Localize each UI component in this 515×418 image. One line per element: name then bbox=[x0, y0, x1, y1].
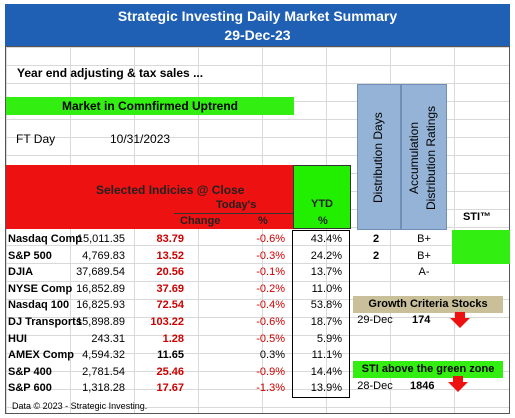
index-name: NYSE Comp bbox=[8, 282, 73, 295]
change-header: Change bbox=[180, 215, 221, 227]
index-ytd: 11.0% bbox=[311, 282, 342, 295]
index-close: 4,769.83 bbox=[82, 249, 125, 262]
index-pct: -0.6% bbox=[256, 316, 285, 328]
table-row: S&P 600 1,318.28 17.67 -1.3% 13.9% bbox=[6, 380, 350, 396]
ytd-header-green bbox=[293, 165, 351, 229]
index-pct: 0.3% bbox=[259, 349, 285, 362]
index-close: 16,852.89 bbox=[76, 282, 125, 295]
accumulation-rating: B+ bbox=[417, 249, 431, 262]
index-ytd: 53.8% bbox=[310, 299, 342, 312]
index-pct: -0.2% bbox=[256, 282, 285, 295]
ytd-pct-header: % bbox=[318, 215, 328, 227]
indices-header-red bbox=[6, 165, 293, 229]
index-pct: -0.6% bbox=[256, 233, 285, 245]
index-name: Nasdaq Comp bbox=[8, 233, 82, 245]
index-change: 20.56 bbox=[156, 266, 184, 279]
index-close: 2,781.54 bbox=[82, 365, 125, 378]
ytd-column-border bbox=[292, 230, 350, 398]
footer-copyright: Data © 2023 - Strategic Investing. bbox=[12, 401, 148, 411]
pct-header: % bbox=[258, 215, 268, 227]
index-name: HUI bbox=[8, 332, 27, 345]
page-date: 29-Dec-23 bbox=[224, 27, 291, 43]
index-name: DJ Transports bbox=[8, 316, 82, 328]
ytd-header: YTD bbox=[311, 198, 333, 210]
index-ytd: 43.4% bbox=[310, 233, 342, 245]
growth-date: 29-Dec bbox=[357, 314, 393, 326]
index-change: 11.65 bbox=[157, 349, 184, 362]
index-close: 15,898.89 bbox=[76, 316, 125, 328]
table-row: Nasdaq 100 16,825.93 72.54 -0.4% 53.8% bbox=[6, 297, 350, 313]
index-change: 72.54 bbox=[156, 299, 184, 312]
index-name: AMEX Comp bbox=[8, 349, 74, 362]
index-ytd: 13.9% bbox=[310, 382, 342, 395]
title-banner: Strategic Investing Daily Market Summary… bbox=[5, 4, 510, 46]
table-row: AMEX Comp 4,594.32 11.65 0.3% 11.1% bbox=[6, 347, 350, 363]
growth-criteria-title: Growth Criteria Stocks bbox=[353, 296, 503, 313]
ft-day-value: 10/31/2023 bbox=[110, 132, 171, 146]
index-close: 16,825.93 bbox=[76, 299, 125, 312]
table-row: DJIA 37,689.54 20.56 -0.1% 13.7% bbox=[6, 264, 350, 280]
index-pct: -0.9% bbox=[256, 365, 285, 378]
accumulation-rating: A- bbox=[418, 266, 430, 279]
table-row: DJ Transports 15,898.89 103.22 -0.6% 18.7% bbox=[6, 314, 350, 330]
sti-zone-title: STI above the green zone bbox=[353, 361, 503, 378]
distribution-days-label: Distribution Days bbox=[371, 112, 385, 204]
index-ytd: 13.7% bbox=[310, 266, 342, 279]
accumulation-header: Accumulation Distribution Ratings bbox=[401, 84, 447, 230]
table-row: S&P 400 2,781.54 25.46 -0.9% 14.4% bbox=[6, 364, 350, 380]
index-change: 25.46 bbox=[156, 365, 184, 378]
distribution-count: 2 bbox=[372, 233, 380, 245]
index-ytd: 11.1% bbox=[311, 349, 342, 362]
index-pct: -0.1% bbox=[256, 266, 285, 279]
index-change: 103.22 bbox=[150, 316, 184, 328]
index-change: 1.28 bbox=[162, 332, 184, 345]
index-change: 83.79 bbox=[156, 233, 184, 245]
table-row: NYSE Comp 16,852.89 37.69 -0.2% 11.0% bbox=[6, 281, 350, 297]
todays-label: Today's bbox=[216, 199, 257, 211]
index-name: S&P 600 bbox=[8, 382, 52, 395]
market-status-bar: Market in Comnfirmed Uptrend bbox=[6, 97, 294, 115]
index-ytd: 24.2% bbox=[310, 249, 342, 262]
table-row: S&P 500 4,769.83 13.52 -0.3% 24.2% bbox=[6, 248, 350, 264]
index-ytd: 5.9% bbox=[316, 332, 342, 345]
index-change: 37.69 bbox=[156, 282, 184, 295]
index-pct: -0.5% bbox=[256, 332, 285, 345]
market-note: Year end adjusting & tax sales ... bbox=[17, 66, 204, 80]
accumulation-label: Accumulation Distribution Ratings bbox=[407, 105, 438, 211]
down-arrow-icon bbox=[448, 376, 468, 392]
table-row: Nasdaq Comp 15,011.35 83.79 -0.6% 43.4% bbox=[6, 231, 350, 247]
index-close: 37,689.54 bbox=[76, 266, 125, 279]
sti-green-cell bbox=[452, 230, 510, 264]
index-name: S&P 400 bbox=[8, 365, 52, 378]
index-pct: -0.3% bbox=[256, 249, 285, 262]
table-row: HUI 243.31 1.28 -0.5% 5.9% bbox=[6, 331, 350, 347]
index-change: 17.67 bbox=[156, 382, 184, 395]
index-close: 243.31 bbox=[91, 332, 125, 345]
ft-day-label: FT Day bbox=[16, 132, 56, 146]
index-pct: -0.4% bbox=[256, 299, 285, 312]
accumulation-rating: B+ bbox=[417, 233, 431, 245]
sti-zone-value: 1846 bbox=[410, 380, 435, 392]
distribution-count: 2 bbox=[372, 249, 380, 262]
distribution-days-header: Distribution Days bbox=[357, 84, 401, 230]
header-divider bbox=[174, 213, 293, 214]
sti-zone-date: 28-Dec bbox=[357, 380, 393, 392]
index-name: Nasdaq 100 bbox=[8, 299, 70, 312]
index-pct: -1.3% bbox=[256, 382, 285, 395]
growth-value: 174 bbox=[412, 314, 431, 326]
index-name: S&P 500 bbox=[8, 249, 52, 262]
index-change: 13.52 bbox=[156, 249, 184, 262]
down-arrow-icon bbox=[450, 312, 470, 328]
sti-header: STI™ bbox=[462, 211, 492, 223]
index-close: 1,318.28 bbox=[82, 382, 125, 395]
index-close: 4,594.32 bbox=[82, 349, 125, 362]
indices-title: Selected Indicies @ Close bbox=[96, 183, 245, 197]
page-title: Strategic Investing Daily Market Summary bbox=[117, 8, 398, 24]
index-ytd: 18.7% bbox=[310, 316, 342, 328]
index-close: 15,011.35 bbox=[76, 233, 125, 245]
index-ytd: 14.4% bbox=[310, 365, 342, 378]
index-name: DJIA bbox=[8, 266, 34, 279]
